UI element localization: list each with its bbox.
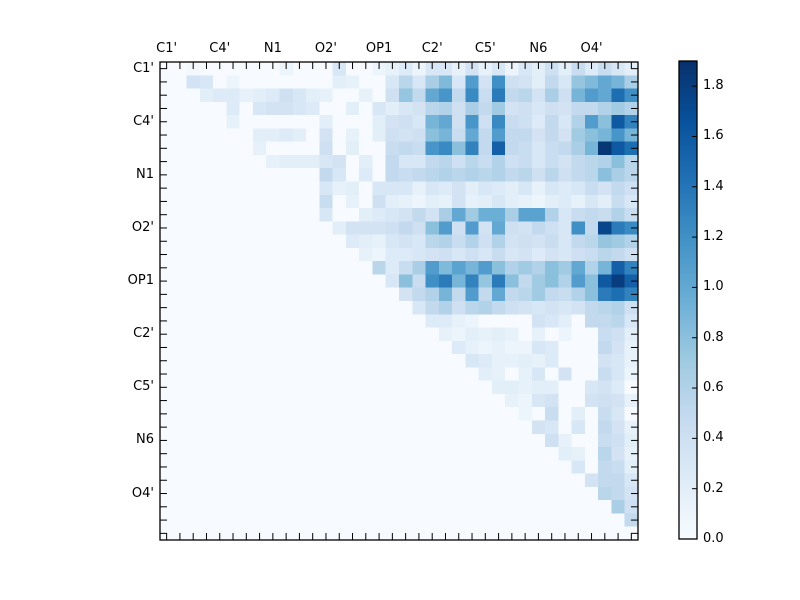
x-axis-label-1: C4' [209, 41, 231, 56]
heatmap-matrix [160, 62, 638, 540]
colorbar-tick-label-5: 1.0 [703, 279, 724, 295]
y-axis-label-3: O2' [131, 219, 154, 235]
colorbar-tick-label-6: 1.2 [703, 229, 724, 245]
y-axis-label-7: N6 [136, 432, 154, 448]
colorbar-tick-label-8: 1.6 [703, 128, 724, 144]
colorbar-tick-label-0: 0.0 [703, 531, 724, 546]
colorbar-tick-label-9: 1.8 [703, 78, 724, 94]
colorbar-tick-label-1: 0.2 [703, 480, 724, 496]
colorbar-tick-label-2: 0.4 [703, 430, 724, 446]
y-axis-label-1: C4' [133, 113, 154, 129]
x-axis-label-2: N1 [263, 41, 282, 56]
y-axis-label-0: C1' [133, 60, 154, 76]
x-axis-label-4: OP1 [365, 41, 393, 56]
colorbar-tick-label-7: 1.4 [703, 178, 724, 194]
x-axis-label-3: O2' [314, 41, 337, 56]
colorbar [679, 61, 697, 539]
colorbar-tick-label-3: 0.6 [703, 380, 724, 396]
x-axis-label-7: N6 [529, 41, 548, 56]
x-axis-label-5: C2' [421, 41, 443, 56]
colorbar-tick-label-4: 0.8 [703, 329, 724, 345]
y-axis-label-8: O4' [131, 485, 154, 501]
x-axis-label-8: O4' [580, 41, 603, 56]
y-axis-label-2: N1 [136, 166, 154, 182]
y-axis-label-6: C5' [133, 379, 154, 395]
x-axis-label-0: C1' [156, 41, 178, 56]
x-axis-label-6: C5' [474, 41, 496, 56]
y-axis-label-5: C2' [133, 326, 154, 342]
y-axis-label-4: OP1 [127, 273, 154, 289]
